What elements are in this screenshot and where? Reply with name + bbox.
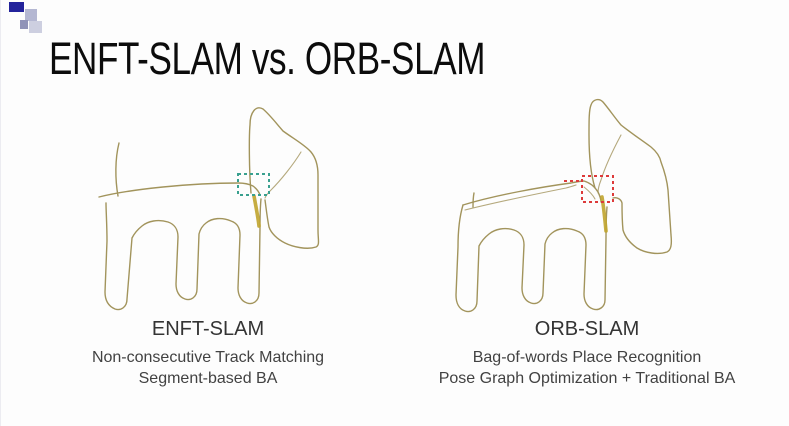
page-title: ENFT-SLAM vs. ORB-SLAM (49, 33, 486, 84)
orb-slam-trajectory-figure (421, 95, 751, 330)
loop-closure-segment (252, 194, 261, 228)
loop-closure-box-red (581, 175, 614, 203)
caption-feature: Bag-of-words Place Recognition (472, 349, 702, 366)
loop-closure-box-teal (237, 173, 270, 196)
trajectory-tail (472, 192, 475, 208)
caption-title-orb: ORB-SLAM (534, 318, 640, 340)
deco-square-pale (29, 21, 42, 33)
figure-caption-left: ENFT-SLAM Non-consecutive Track Matching… (58, 317, 358, 389)
trajectory-head-loop (248, 107, 320, 249)
trajectory-neck-line (597, 134, 622, 194)
deco-square-navy (9, 2, 24, 12)
caption-feature: Segment-based BA (138, 370, 278, 387)
header-gradient-bar (39, 8, 789, 24)
caption-title-enft: ENFT-SLAM (151, 318, 265, 340)
caption-feature: Pose Graph Optimization + Traditional BA (438, 370, 736, 387)
enft-slam-trajectory-svg (98, 107, 320, 311)
trajectory-back (462, 180, 602, 206)
loop-closure-segment (600, 195, 608, 233)
trajectory-body-legs (104, 198, 262, 311)
trajectory-back (98, 182, 261, 198)
caption-feature: Non-consecutive Track Matching (91, 349, 325, 366)
deco-square-light (25, 9, 37, 21)
trajectory-junction-stub (583, 186, 596, 200)
trajectory-head-loop (588, 98, 673, 255)
trajectory-neck-line (264, 151, 302, 199)
enft-slam-trajectory-figure (61, 95, 391, 330)
orb-slam-trajectory-svg (455, 98, 673, 313)
trajectory-body-legs (455, 204, 608, 313)
figure-caption-right: ORB-SLAM Bag-of-words Place Recognition … (406, 317, 768, 389)
trajectory-tail (115, 142, 120, 197)
trajectory-back-drift (464, 184, 577, 211)
deco-square-medium (20, 20, 28, 29)
